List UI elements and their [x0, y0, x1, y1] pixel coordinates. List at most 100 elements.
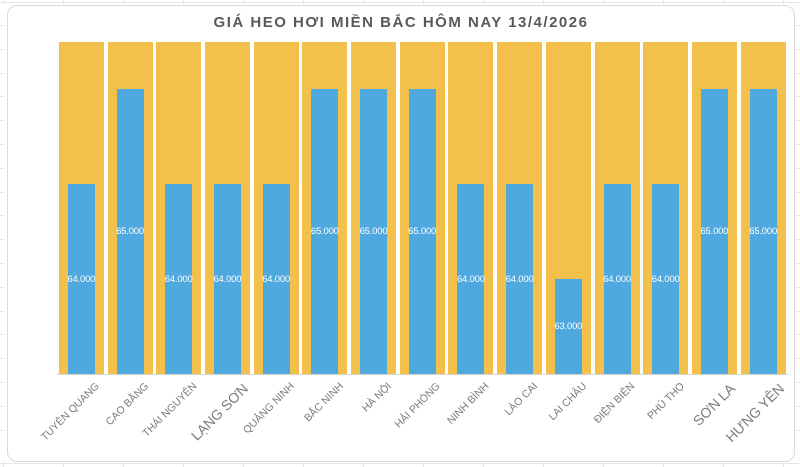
bar-value-label: 65.000	[116, 226, 144, 238]
gridline-stub	[0, 96, 5, 98]
gridline-stub	[363, 461, 364, 467]
gridline-stub	[795, 215, 800, 217]
bar-value-label: 64.000	[456, 273, 485, 285]
bar[interactable]: 64.000	[262, 184, 291, 374]
chart-title: GIÁ HEO HƠI MIỀN BẮC HÔM NAY 13/4/2026	[213, 14, 589, 31]
bar[interactable]: 65.000	[408, 89, 437, 374]
gridline-stub	[303, 461, 304, 467]
gridline-stub	[795, 72, 800, 74]
gridline-stub	[795, 96, 800, 98]
x-axis-label: QUẢNG NINH	[240, 380, 297, 437]
gridline-stub	[0, 144, 5, 145]
bar-value-label: 64.000	[262, 273, 291, 285]
gridline-stub	[723, 0, 724, 5]
bar[interactable]: 65.000	[359, 89, 388, 374]
x-axis-label: HẢI PHÒNG	[392, 380, 443, 431]
bar[interactable]: 65.000	[749, 89, 777, 374]
bar[interactable]: 64.000	[67, 184, 96, 374]
gridline-stub	[795, 310, 800, 312]
x-axis-label: TUYÊN QUANG	[39, 380, 103, 444]
gridline-stub	[783, 0, 784, 5]
bar[interactable]: 65.000	[700, 89, 729, 374]
x-axis-line	[57, 374, 788, 375]
gridline-stub	[603, 0, 604, 5]
gridline-stub	[0, 358, 5, 360]
gridline-stub	[543, 0, 544, 5]
gridline-stub	[183, 0, 184, 5]
gridline-stub	[543, 461, 544, 467]
gridline-stub	[63, 461, 64, 467]
gridline-stub	[0, 286, 5, 288]
gridline-stub	[183, 461, 184, 467]
gridline-stub	[0, 48, 5, 50]
gridline-stub	[0, 239, 5, 241]
gridline-stub	[795, 405, 800, 407]
bar[interactable]: 63.000	[554, 279, 583, 374]
bar-value-label: 65.000	[408, 226, 437, 238]
chart-object[interactable]: GIÁ HEO HƠI MIỀN BẮC HÔM NAY 13/4/2026 6…	[7, 5, 795, 462]
gridline-stub	[795, 167, 800, 169]
bar-value-label: 64.000	[505, 273, 534, 285]
gridline-stub	[0, 463, 800, 464]
bar-value-label: 64.000	[651, 273, 680, 285]
bar[interactable]: 64.000	[456, 184, 485, 374]
bar[interactable]: 64.000	[505, 184, 534, 374]
gridline-stub	[795, 263, 800, 264]
gridline-stub	[795, 48, 800, 50]
gridline-stub	[3, 461, 4, 467]
gridline-stub	[795, 25, 800, 26]
x-axis-label: PHÚ THỌ	[644, 380, 687, 423]
gridline-stub	[0, 310, 5, 312]
bar-value-label: 65.000	[310, 226, 339, 238]
x-axis-label: ĐIỆN BIÊN	[592, 380, 638, 426]
bar-value-label: 63.000	[554, 321, 583, 333]
gridline-stub	[423, 0, 424, 5]
gridline-stub	[663, 461, 664, 467]
bar-value-label: 64.000	[67, 273, 96, 285]
gridline-stub	[303, 0, 304, 5]
gridline-stub	[243, 461, 244, 467]
gridline-stub	[0, 191, 5, 193]
gridline-stub	[603, 461, 604, 467]
bar-value-label: 64.000	[164, 273, 193, 285]
bar[interactable]: 64.000	[603, 184, 631, 374]
gridline-stub	[0, 215, 5, 217]
gridline-stub	[795, 382, 800, 383]
gridline-stub	[0, 25, 5, 26]
gridline-stub	[723, 461, 724, 467]
bar[interactable]: 65.000	[310, 89, 339, 374]
x-axis-label: LAI CHÂU	[546, 380, 590, 424]
gridline-stub	[0, 167, 5, 169]
gridline-stub	[0, 72, 5, 74]
gridline-stub	[0, 334, 5, 336]
gridline-stub	[0, 2, 800, 3]
x-axis-label: SƠN LA	[689, 380, 739, 429]
bar-value-label: 64.000	[213, 273, 242, 285]
x-axis-label: NINH BÌNH	[445, 380, 492, 427]
bar[interactable]: 64.000	[651, 184, 680, 374]
gridline-stub	[423, 461, 424, 467]
gridline-stub	[483, 461, 484, 467]
gridline-stub	[795, 334, 800, 336]
bar[interactable]: 64.000	[213, 184, 242, 374]
gridline-stub	[0, 405, 5, 407]
x-axis-label: HÀ NỘI	[360, 380, 395, 415]
gridline-stub	[0, 429, 5, 431]
gridline-stub	[0, 382, 5, 383]
x-axis-label: BẮC NINH	[301, 380, 346, 425]
bar[interactable]: 64.000	[164, 184, 193, 374]
gridline-stub	[363, 0, 364, 5]
gridline-stub	[795, 429, 800, 431]
x-axis-label: LÀO CAI	[502, 380, 541, 419]
gridline-stub	[483, 0, 484, 5]
gridline-stub	[795, 120, 800, 122]
gridline-stub	[3, 0, 4, 5]
gridline-stub	[795, 358, 800, 360]
gridline-stub	[63, 0, 64, 5]
gridline-stub	[123, 0, 124, 5]
gridline-stub	[795, 191, 800, 193]
bar[interactable]: 65.000	[116, 89, 144, 374]
bar-value-label: 64.000	[603, 273, 631, 285]
bar-value-label: 65.000	[359, 226, 388, 238]
